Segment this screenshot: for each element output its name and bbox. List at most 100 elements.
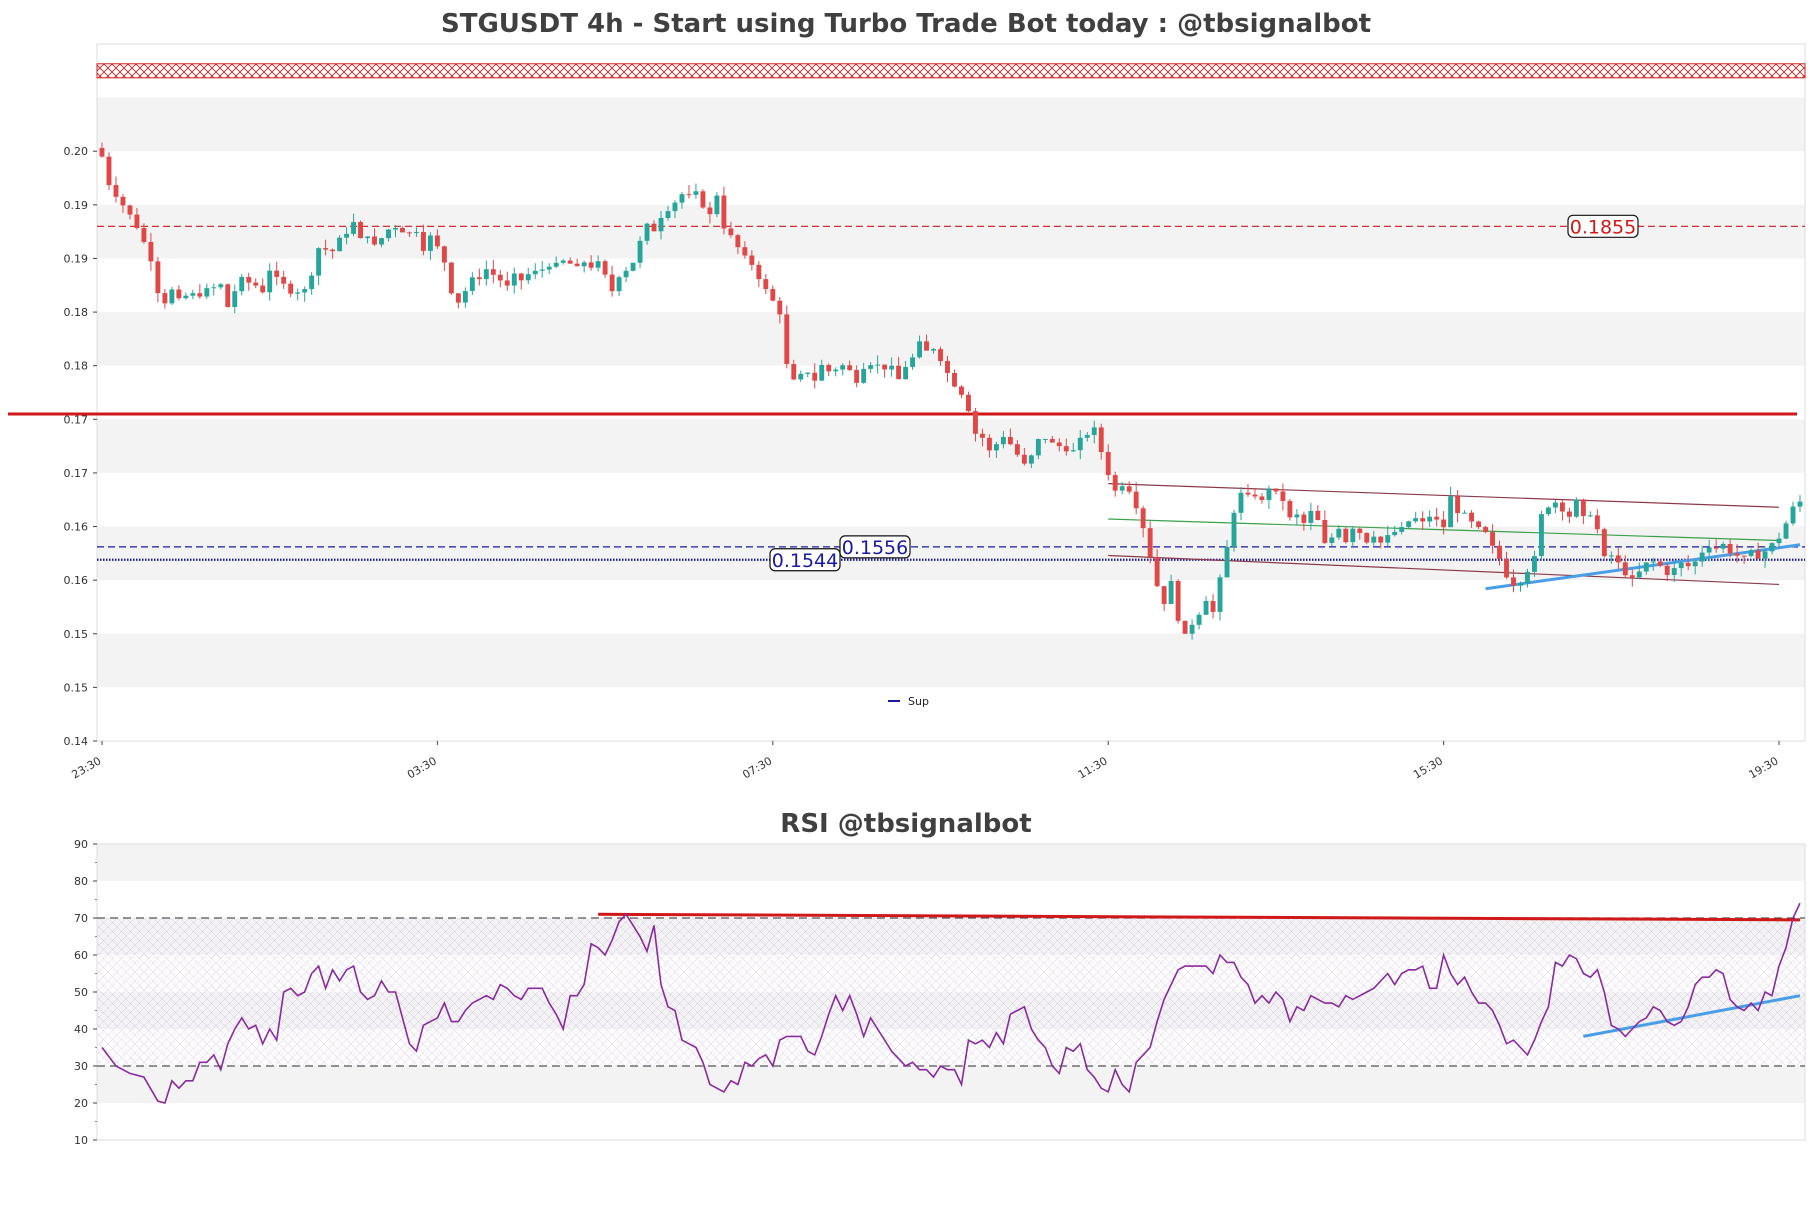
- candle-body: [1643, 562, 1649, 572]
- candle-body: [232, 291, 238, 308]
- rsi-band: [97, 844, 1805, 881]
- candle-body: [1573, 499, 1579, 517]
- candle-body: [1364, 532, 1370, 543]
- candle-body: [1587, 515, 1593, 517]
- candle-body: [420, 232, 426, 251]
- candle-body: [1210, 601, 1216, 612]
- candle-body: [917, 341, 923, 358]
- candle-body: [1706, 547, 1712, 553]
- candle-body: [742, 247, 748, 256]
- candle-body: [511, 273, 517, 286]
- candle-body: [1238, 492, 1244, 513]
- candle-body: [1273, 488, 1279, 492]
- price-y-tick-label: 0.17: [64, 413, 89, 426]
- candle-body: [1147, 528, 1153, 558]
- candle-body: [239, 276, 245, 292]
- candle-body: [707, 207, 713, 215]
- price-x-tick-label: 15:30: [1411, 754, 1445, 781]
- candle-body: [141, 227, 147, 242]
- candle-body: [1343, 528, 1349, 543]
- candle-body: [525, 274, 531, 281]
- candle-body: [1685, 562, 1691, 567]
- candle-body: [826, 364, 832, 372]
- candle-body: [504, 280, 510, 286]
- candle-body: [1469, 512, 1475, 522]
- candle-body: [868, 365, 874, 369]
- candle-body: [490, 269, 496, 275]
- rsi-y-tick-label: 40: [74, 1023, 88, 1036]
- price-x-tick-label: 11:30: [1076, 754, 1110, 781]
- rsi-resistance-line: [598, 912, 1801, 922]
- candle-body: [1098, 427, 1104, 453]
- candle-body: [448, 262, 454, 294]
- candle-body: [1112, 475, 1118, 491]
- price-band: [97, 526, 1805, 581]
- candle-body: [966, 394, 971, 412]
- candle-body: [1776, 538, 1782, 544]
- candle-body: [1692, 561, 1698, 567]
- candle-body: [323, 248, 329, 250]
- candle-body: [993, 444, 999, 451]
- rsi-y-tick-label: 30: [74, 1060, 88, 1073]
- candle-body: [798, 373, 804, 380]
- candle-body: [672, 202, 678, 212]
- candle-body: [749, 255, 755, 265]
- candle-body: [959, 386, 964, 395]
- rsi-bands: [97, 844, 1805, 1103]
- candle-body: [665, 211, 671, 218]
- price-x-tick-label: 03:30: [405, 754, 439, 781]
- candle-body: [176, 289, 182, 299]
- price-y-tick-label: 0.15: [64, 628, 89, 641]
- candle-body: [1063, 446, 1069, 452]
- candle-body: [1252, 494, 1258, 497]
- candle-body: [113, 185, 119, 197]
- candle-body: [924, 341, 929, 351]
- candle-body: [148, 241, 154, 262]
- rsi-y-tick-label: 50: [74, 986, 88, 999]
- candle-body: [267, 270, 273, 293]
- candle-body: [1455, 496, 1461, 514]
- candle-body: [434, 235, 440, 247]
- candle-body: [253, 282, 259, 286]
- candle-body: [1545, 507, 1551, 515]
- candle-body: [1783, 523, 1789, 539]
- candle-body: [1280, 491, 1286, 501]
- rsi-y-tick-label: 20: [74, 1097, 88, 1110]
- candle-body: [812, 372, 818, 381]
- candle-body: [1028, 455, 1034, 464]
- candle-body: [400, 228, 405, 233]
- candle-body: [1518, 583, 1523, 586]
- candle-body: [931, 349, 936, 351]
- legend-label-sup: Sup: [908, 695, 929, 708]
- candle-body: [861, 368, 867, 383]
- price-y-tick-label: 0.15: [64, 681, 89, 694]
- candle-body: [1566, 511, 1572, 517]
- candle-body: [658, 217, 664, 232]
- price-bands: [97, 97, 1805, 688]
- candle-body: [805, 372, 811, 374]
- candle-body: [637, 240, 643, 263]
- trendline: [1485, 543, 1801, 591]
- candle-body: [938, 349, 943, 362]
- candle-body: [372, 236, 377, 245]
- candle-body: [1231, 512, 1237, 547]
- candle-body: [896, 365, 902, 380]
- candle-body: [1434, 516, 1440, 520]
- level-label-box: [1567, 214, 1639, 238]
- candle-body: [1126, 486, 1132, 492]
- level-label: 0.1544: [772, 550, 838, 572]
- candle-body: [1336, 528, 1342, 538]
- candle-body: [1175, 580, 1181, 621]
- candle-body: [1371, 536, 1377, 543]
- candle-body: [393, 228, 398, 230]
- candle-body: [560, 260, 566, 263]
- candle-body: [1329, 537, 1335, 543]
- candle-body: [532, 270, 538, 275]
- rsi-y-tick-label: 10: [74, 1134, 88, 1147]
- candle-body: [218, 284, 224, 288]
- rsi-y-tick-label: 60: [74, 949, 88, 962]
- candle-body: [602, 261, 608, 275]
- price-y-tick-label: 0.16: [64, 521, 89, 534]
- price-y-tick-label: 0.14: [64, 735, 89, 748]
- price-y-tick-label: 0.19: [64, 252, 89, 265]
